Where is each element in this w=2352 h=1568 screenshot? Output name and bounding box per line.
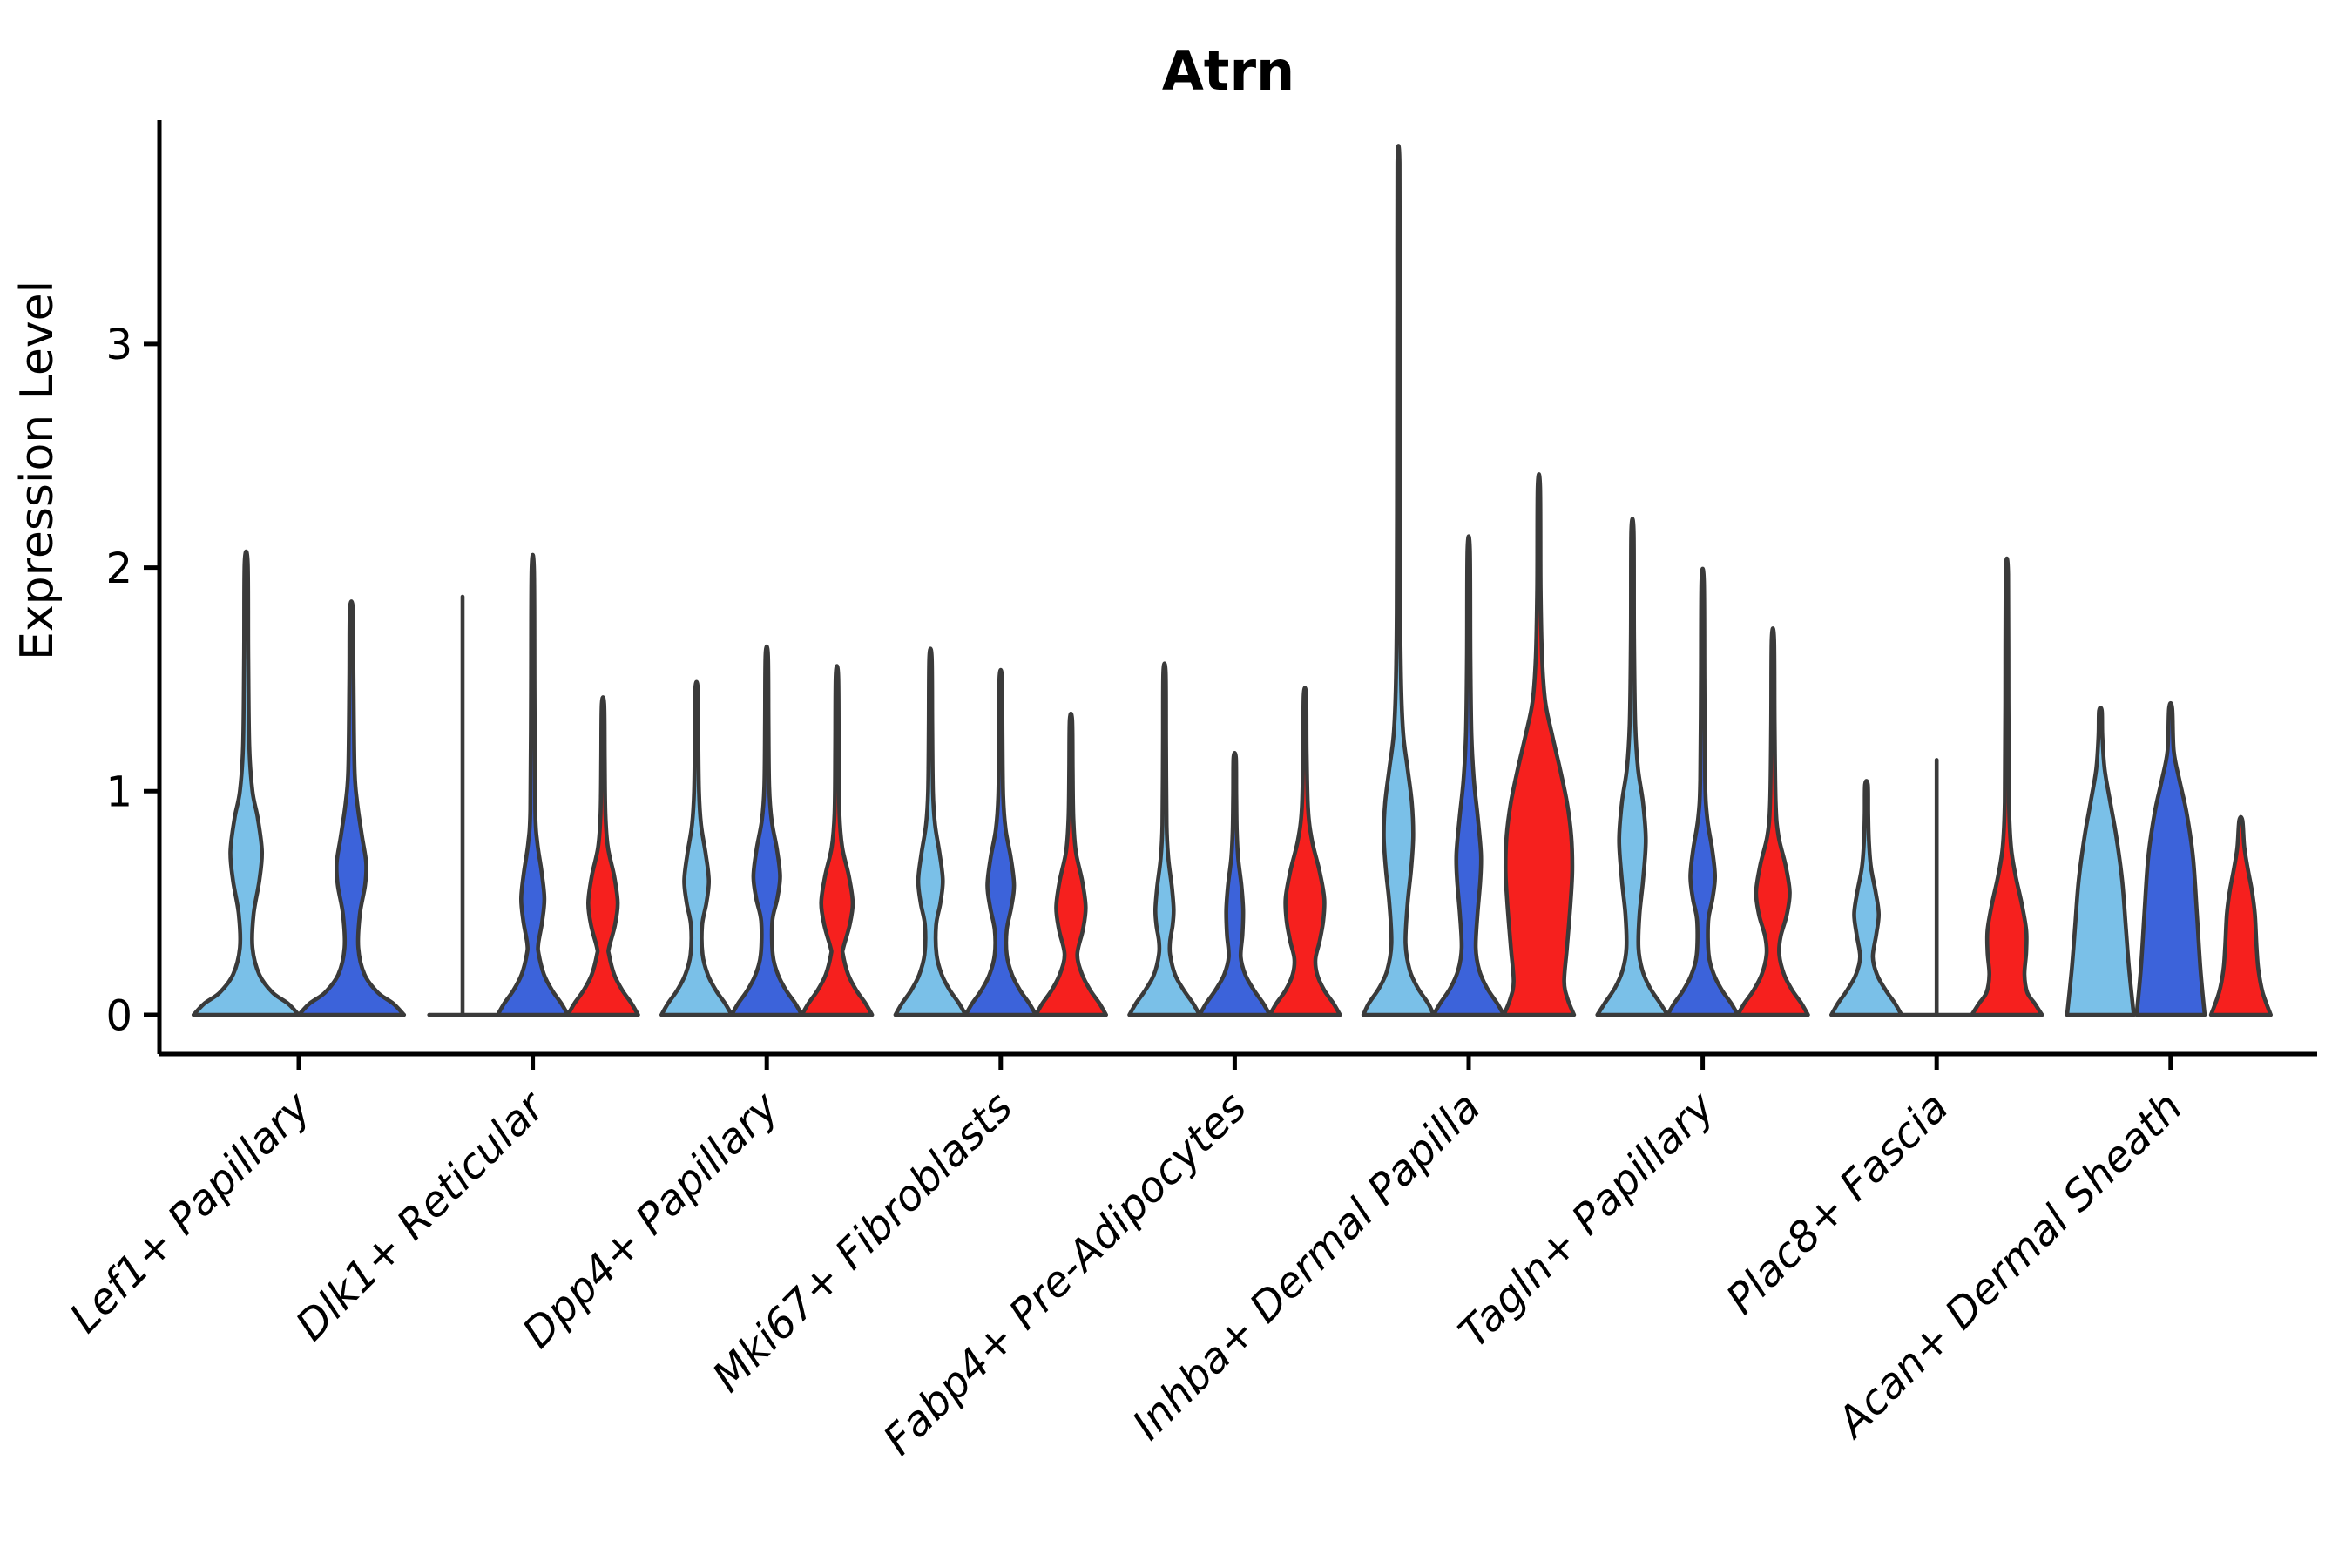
violin-plac8-fascia-red <box>1970 556 2044 1017</box>
violin-plac8-fascia-light_blue <box>1829 779 1904 1017</box>
x-tick-label-dpp4-papillary: Dpp4+ Papillary <box>513 1082 788 1357</box>
violin-dpp4-papillary-dark_blue <box>729 644 804 1017</box>
violin-tagln-papillary-red <box>1735 626 1810 1017</box>
violin-inhba-dermal-papilla-dark_blue <box>1431 534 1506 1017</box>
violin-fabp4-pre-adipocytes-light_blue <box>1127 661 1202 1017</box>
violin-dpp4-papillary-light_blue <box>659 679 734 1017</box>
violin-dpp4-papillary-red <box>800 664 875 1017</box>
violin-lef1-papillary-dark_blue <box>296 599 407 1017</box>
violin-fabp4-pre-adipocytes-red <box>1267 686 1342 1017</box>
violin-mki67-fibroblasts-red <box>1033 711 1108 1017</box>
violin-plac8-fascia-dark_blue <box>1901 758 1972 1017</box>
y-tick-label-0: 0 <box>105 991 132 1040</box>
x-tick-label-lef1-papillary: Lef1+ Papillary <box>60 1082 321 1342</box>
y-tick-label-2: 2 <box>105 544 132 593</box>
violin-mki67-fibroblasts-dark_blue <box>963 667 1038 1017</box>
violin-fabp4-pre-adipocytes-dark_blue <box>1197 751 1272 1017</box>
violin-tagln-papillary-light_blue <box>1595 517 1670 1017</box>
y-tick-label-1: 1 <box>105 768 132 817</box>
violin-acan-dermal-sheath-light_blue <box>2065 706 2136 1017</box>
violin-inhba-dermal-papilla-red <box>1502 472 1577 1017</box>
y-tick-label-3: 3 <box>105 321 132 369</box>
violin-acan-dermal-sheath-dark_blue <box>2134 700 2207 1017</box>
violin-mki67-fibroblasts-light_blue <box>893 646 968 1017</box>
violin-tagln-papillary-dark_blue <box>1666 566 1740 1017</box>
x-tick-label-dlk1-reticular: Dlk1+ Reticular <box>287 1081 557 1351</box>
x-tick-label-tagln-papillary: Tagln+ Papillary <box>1450 1082 1725 1357</box>
y-axis-label: Expression Level <box>11 280 64 660</box>
violin-inhba-dermal-papilla-light_blue <box>1361 144 1436 1017</box>
violin-lef1-papillary-light_blue <box>191 549 301 1017</box>
x-tick-label-plac8-fascia: Plac8+ Fascia <box>1717 1083 1958 1324</box>
violin-layer <box>191 144 2273 1017</box>
violin-dlk1-reticular-light_blue <box>427 594 498 1017</box>
violin-acan-dermal-sheath-red <box>2208 814 2273 1017</box>
violin-dlk1-reticular-red <box>565 695 640 1017</box>
chart-title: Atrn <box>1162 39 1294 103</box>
violin-dlk1-reticular-dark_blue <box>496 552 571 1017</box>
